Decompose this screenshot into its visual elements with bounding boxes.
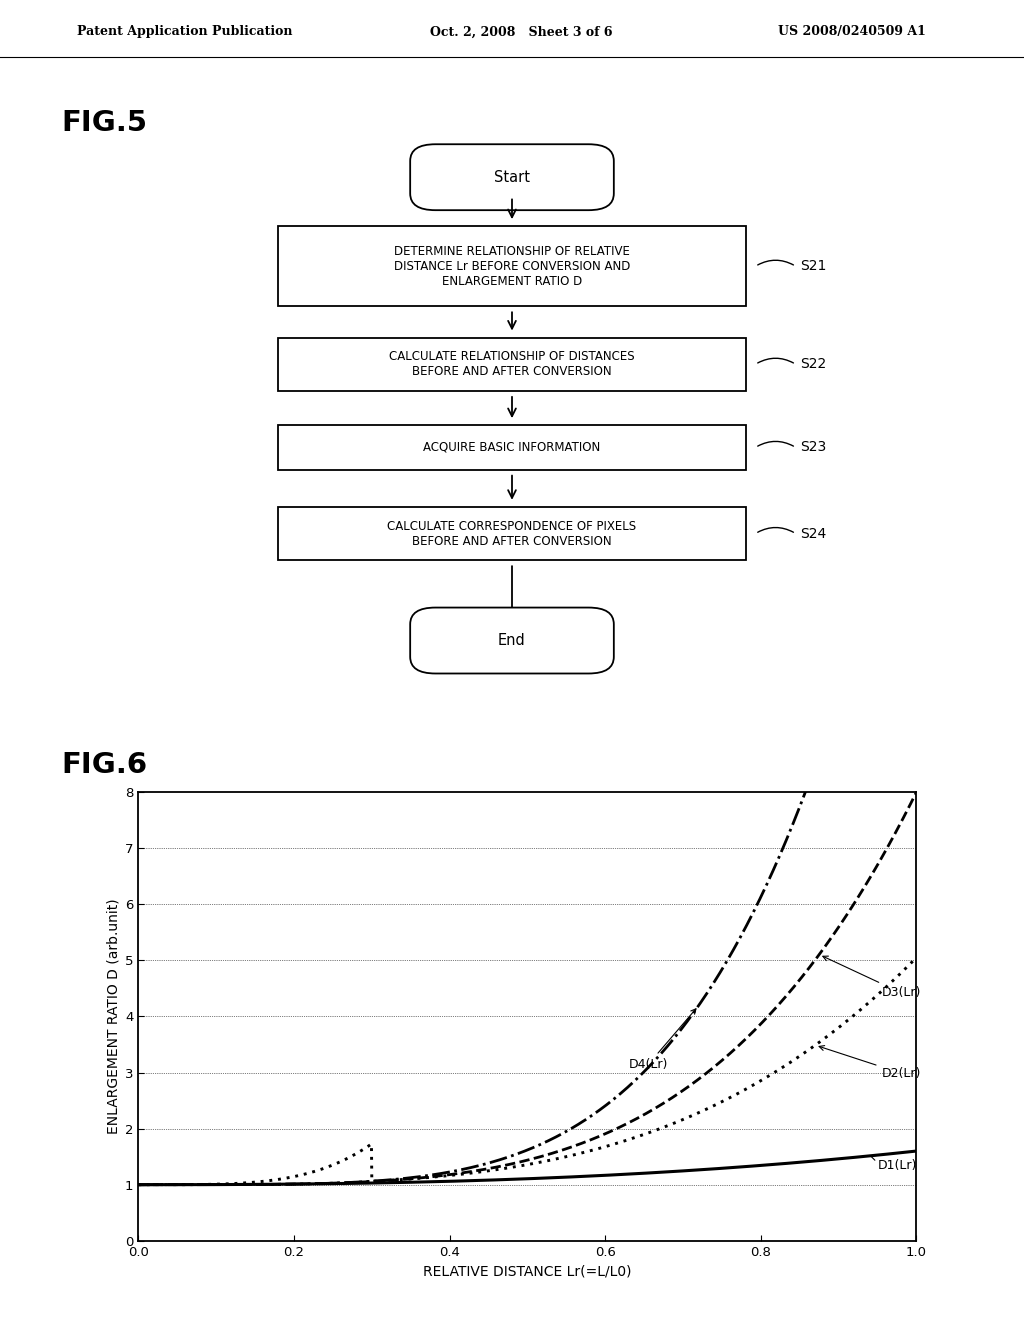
Text: S22: S22: [801, 358, 826, 371]
Text: End: End: [498, 634, 526, 648]
Text: CALCULATE CORRESPONDENCE OF PIXELS
BEFORE AND AFTER CONVERSION: CALCULATE CORRESPONDENCE OF PIXELS BEFOR…: [387, 520, 637, 548]
Text: DETERMINE RELATIONSHIP OF RELATIVE
DISTANCE Lr BEFORE CONVERSION AND
ENLARGEMENT: DETERMINE RELATIONSHIP OF RELATIVE DISTA…: [394, 244, 630, 288]
Text: S24: S24: [801, 527, 826, 541]
FancyBboxPatch shape: [278, 338, 746, 391]
Text: D4(Lr): D4(Lr): [629, 1008, 696, 1071]
Text: S23: S23: [801, 441, 826, 454]
Text: US 2008/0240509 A1: US 2008/0240509 A1: [778, 25, 926, 38]
Text: S21: S21: [801, 259, 826, 273]
Text: D2(Lr): D2(Lr): [819, 1045, 921, 1080]
Text: FIG.5: FIG.5: [61, 110, 147, 137]
Text: FIG.6: FIG.6: [61, 751, 147, 779]
FancyBboxPatch shape: [411, 144, 613, 210]
FancyBboxPatch shape: [278, 425, 746, 470]
Text: Patent Application Publication: Patent Application Publication: [77, 25, 292, 38]
Y-axis label: ENLARGEMENT RATIO D (arb.unit): ENLARGEMENT RATIO D (arb.unit): [106, 899, 121, 1134]
Text: D1(Lr): D1(Lr): [871, 1155, 916, 1172]
Text: D3(Lr): D3(Lr): [823, 956, 921, 999]
X-axis label: RELATIVE DISTANCE Lr(=L/L0): RELATIVE DISTANCE Lr(=L/L0): [423, 1265, 632, 1278]
Text: ACQUIRE BASIC INFORMATION: ACQUIRE BASIC INFORMATION: [423, 441, 601, 454]
Text: Oct. 2, 2008   Sheet 3 of 6: Oct. 2, 2008 Sheet 3 of 6: [430, 25, 612, 38]
Text: Start: Start: [494, 170, 530, 185]
FancyBboxPatch shape: [411, 607, 613, 673]
FancyBboxPatch shape: [278, 226, 746, 306]
Text: CALCULATE RELATIONSHIP OF DISTANCES
BEFORE AND AFTER CONVERSION: CALCULATE RELATIONSHIP OF DISTANCES BEFO…: [389, 350, 635, 379]
FancyBboxPatch shape: [278, 507, 746, 560]
